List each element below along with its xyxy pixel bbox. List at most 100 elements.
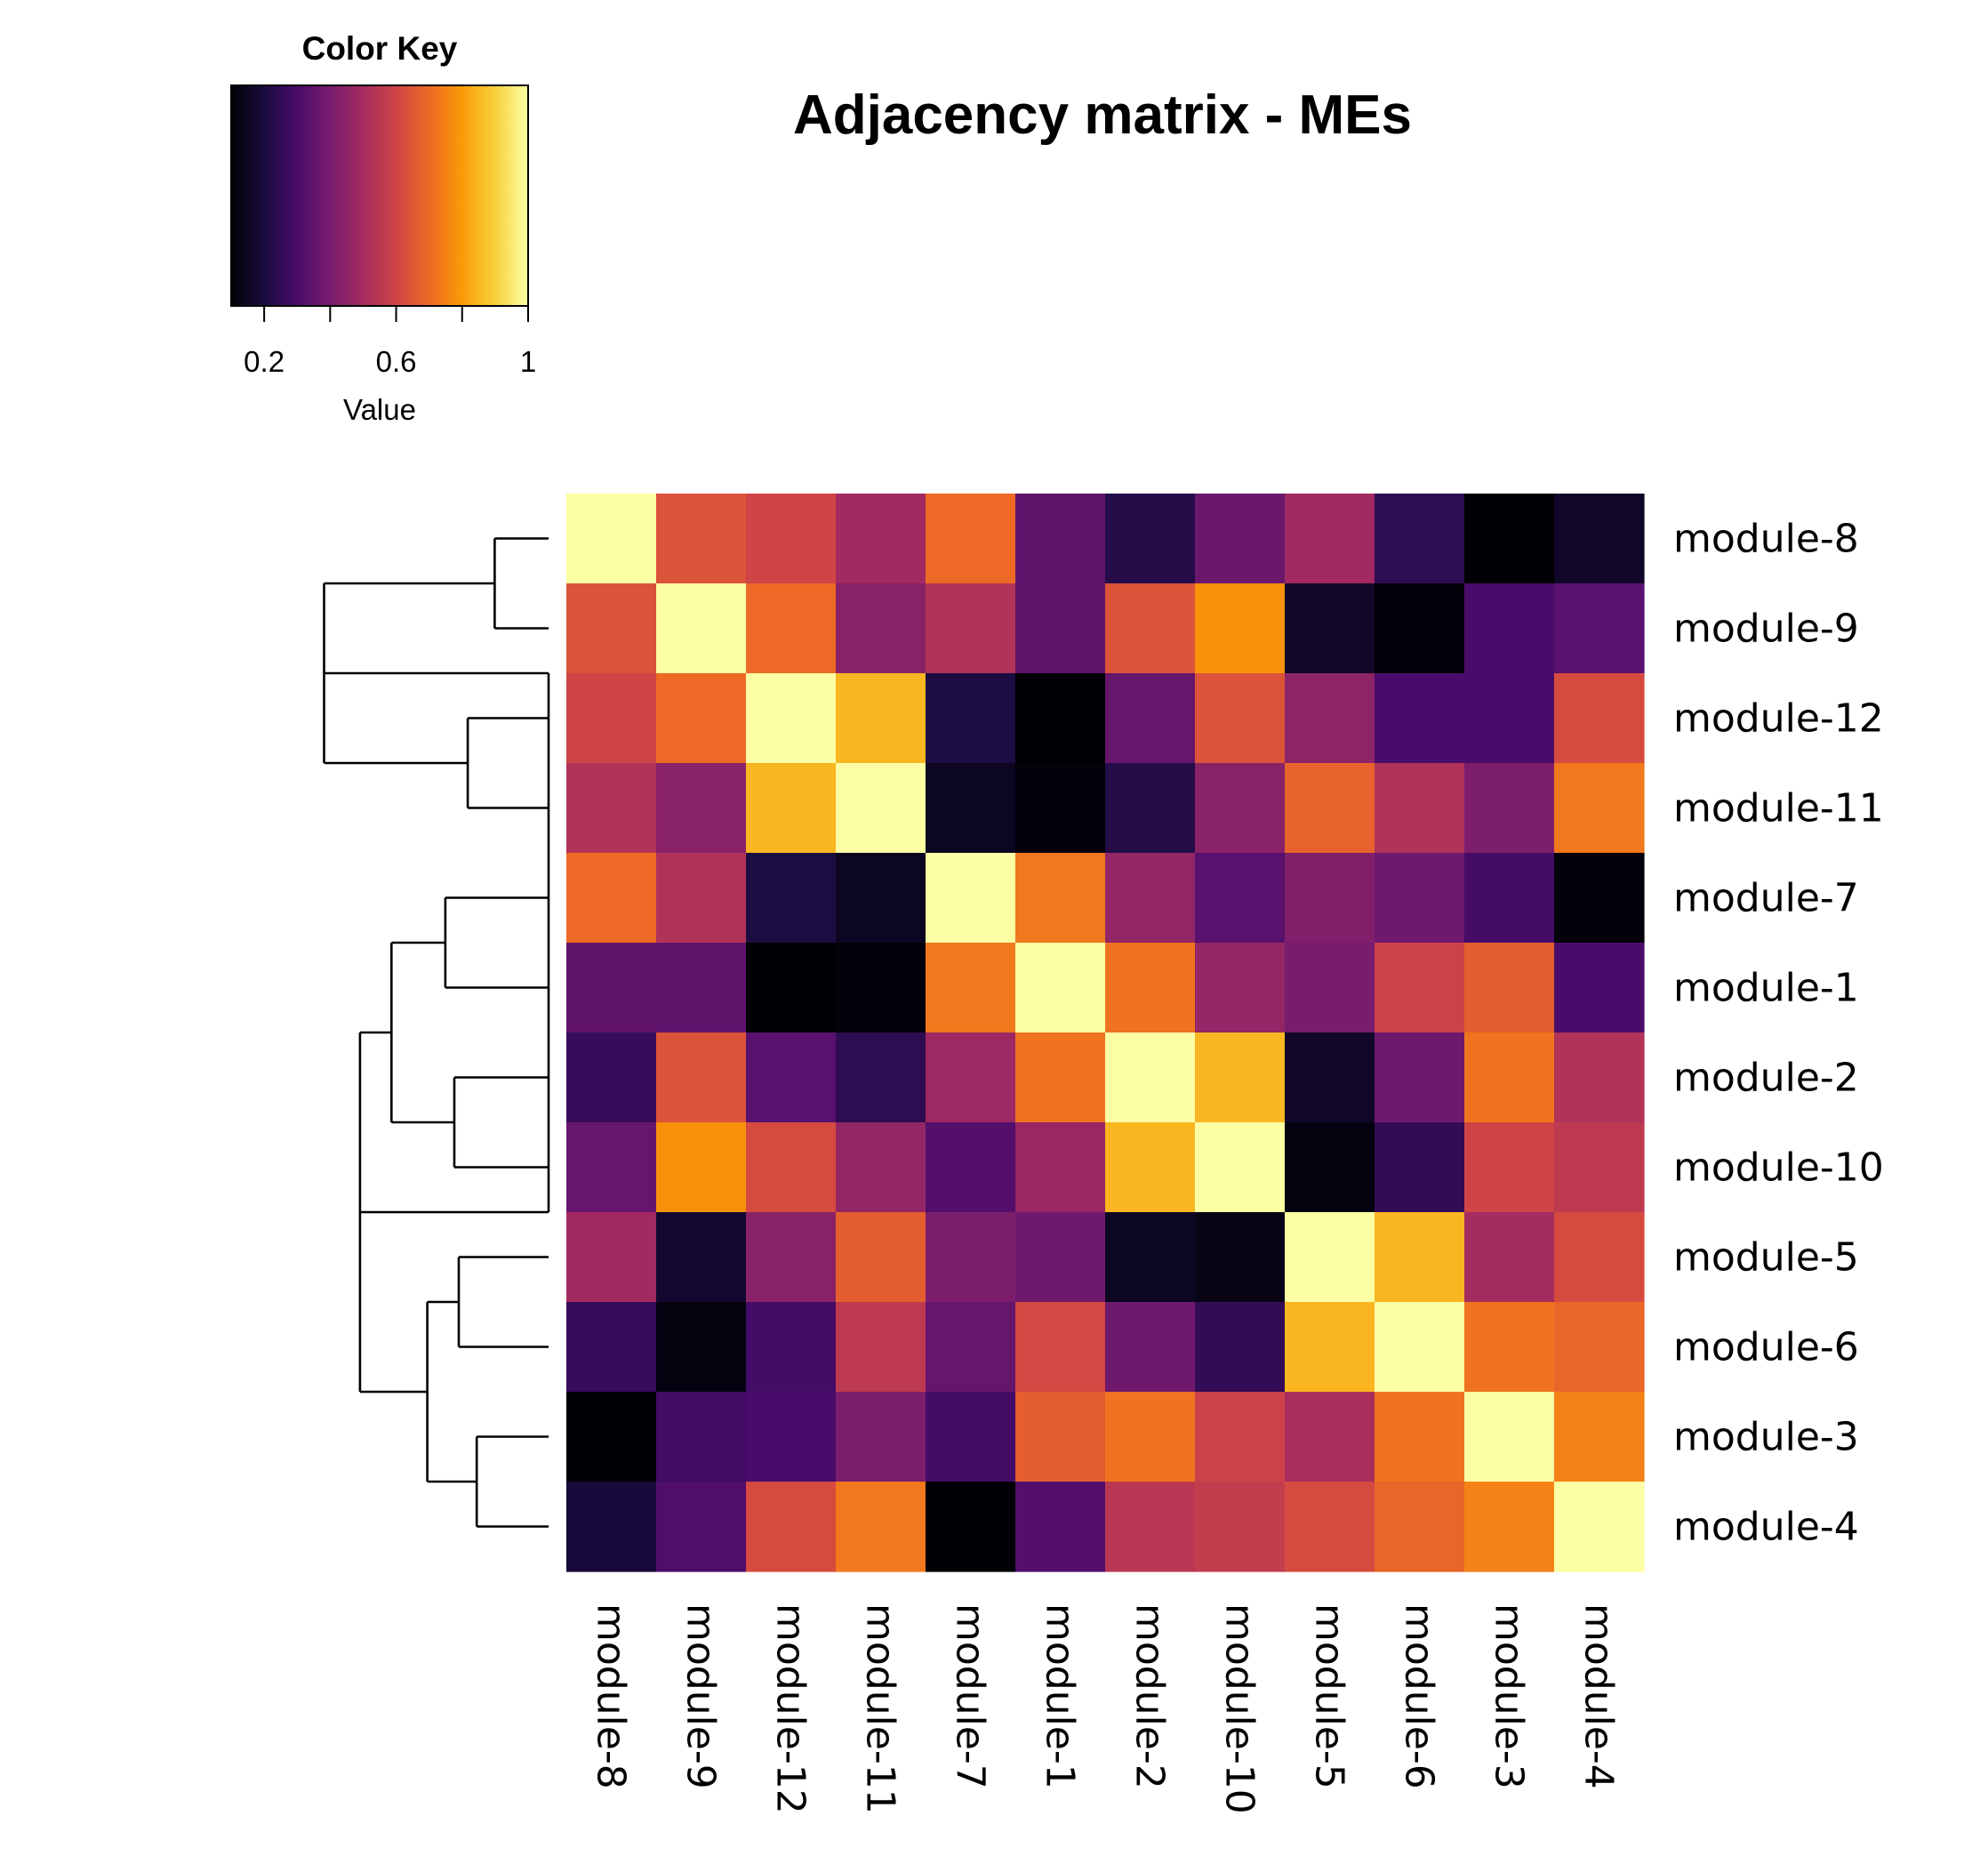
heatmap-cell (566, 1212, 657, 1303)
heatmap-cell (1195, 943, 1286, 1033)
heatmap-cell (1015, 583, 1106, 674)
heatmap-cell (566, 1032, 657, 1123)
heatmap-cell (1375, 853, 1465, 944)
row-labels: module-8 module-9 module-12 module-11 module… (1673, 517, 1884, 1550)
heatmap-cell (746, 1302, 837, 1393)
color-key-tick-label: 1 (520, 345, 536, 378)
heatmap-cell (836, 1122, 926, 1213)
heatmap-cell (1375, 1032, 1465, 1123)
row-label: module-6 (1673, 1325, 1859, 1370)
heatmap-cell (1375, 763, 1465, 854)
heatmap-cell (656, 1302, 747, 1393)
heatmap-cell (1195, 1302, 1286, 1393)
heatmap-cell (1464, 494, 1555, 584)
dendrogram-branch (426, 1300, 477, 1483)
heatmap-cell (1285, 1212, 1375, 1303)
heatmap-cell (926, 1302, 1016, 1393)
heatmap-cell (1285, 583, 1375, 674)
heatmap-cell (1015, 494, 1106, 584)
heatmap-cell (926, 583, 1016, 674)
heatmap-cell (1285, 673, 1375, 764)
column-label: module-7 (948, 1603, 993, 1789)
heatmap-cell (1105, 943, 1196, 1033)
heatmap-cell (1464, 1392, 1555, 1482)
color-key-ticks: 0.2 0.6 1 (244, 306, 536, 378)
heatmap-cell (1554, 1122, 1645, 1213)
heatmap-cell (746, 494, 837, 584)
heatmap-cell (1105, 1212, 1196, 1303)
heatmap-cell (566, 853, 657, 944)
heatmap-cell (1464, 1032, 1555, 1123)
heatmap-cell (746, 1482, 837, 1572)
dendrogram-branch (493, 537, 549, 630)
heatmap-cell (836, 1392, 926, 1482)
column-label: module-3 (1487, 1603, 1532, 1789)
column-label: module-6 (1397, 1603, 1442, 1789)
row-label: module-7 (1673, 876, 1859, 921)
heatmap-cell (1015, 1302, 1106, 1393)
heatmap-cell (836, 673, 926, 764)
heatmap-cell (1015, 1032, 1106, 1123)
heatmap-cell (1105, 1482, 1196, 1572)
heatmap-cell (926, 1392, 1016, 1482)
heatmap-cell (1554, 763, 1645, 854)
heatmap-cell (656, 853, 747, 944)
heatmap-cell (1015, 1122, 1106, 1213)
heatmap-cell (1195, 673, 1286, 764)
heatmap-cell (1105, 494, 1196, 584)
heatmap-cell (566, 1302, 657, 1393)
dendrogram-branch (444, 896, 549, 989)
row-label: module-2 (1673, 1056, 1859, 1101)
heatmap-cell (1285, 1122, 1375, 1213)
heatmap-cell (656, 1482, 747, 1572)
row-label: module-12 (1673, 696, 1884, 742)
heatmap-cell (1464, 763, 1555, 854)
dendrogram-branch (475, 1435, 549, 1528)
heatmap-cell (1195, 1122, 1286, 1213)
heatmap-cell (1105, 763, 1196, 854)
heatmap-cell (1015, 1482, 1106, 1572)
heatmap-cell (1105, 1122, 1196, 1213)
heatmap-cell (566, 1122, 657, 1213)
heatmap-cell (1195, 853, 1286, 944)
heatmap-cell (1105, 673, 1196, 764)
heatmap-cell (1015, 673, 1106, 764)
heatmap-cell (1375, 943, 1465, 1033)
heatmap-cell (566, 1392, 657, 1482)
heatmap-cell (1015, 763, 1106, 854)
heatmap-cell (1285, 853, 1375, 944)
heatmap-cell (1375, 1122, 1465, 1213)
heatmap-cell (926, 763, 1016, 854)
heatmap-cell (1464, 673, 1555, 764)
column-labels: module-8 module-9 module-12 module-11 module… (589, 1603, 1622, 1814)
heatmap-cell (1464, 1212, 1555, 1303)
heatmap-cell (1554, 943, 1645, 1033)
heatmap-cell (836, 943, 926, 1033)
heatmap-cell (656, 673, 747, 764)
row-label: module-5 (1673, 1235, 1859, 1281)
heatmap-cell (746, 943, 837, 1033)
heatmap-cell (836, 1302, 926, 1393)
heatmap-cell (1375, 1392, 1465, 1482)
heatmap-cell (1554, 583, 1645, 674)
heatmap-cell (1015, 853, 1106, 944)
heatmap-cell (1554, 1212, 1645, 1303)
row-label: module-10 (1673, 1145, 1884, 1191)
heatmap-cell (836, 853, 926, 944)
dendrogram-branch (457, 1256, 549, 1348)
heatmap-cell (656, 1032, 747, 1123)
heatmap-cell (1195, 494, 1286, 584)
heatmap-cell (656, 1122, 747, 1213)
heatmap-cell (746, 853, 837, 944)
heatmap-cell (836, 1032, 926, 1123)
column-label: module-10 (1217, 1603, 1263, 1814)
heatmap-cell (1554, 1392, 1645, 1482)
heatmap-cell (926, 853, 1016, 944)
row-label: module-11 (1673, 786, 1884, 832)
heatmap-cell (1464, 583, 1555, 674)
heatmap-cell (926, 1032, 1016, 1123)
row-label: module-3 (1673, 1415, 1859, 1460)
heatmap-cell (926, 673, 1016, 764)
heatmap-cell (1105, 1032, 1196, 1123)
heatmap-cell (656, 494, 747, 584)
